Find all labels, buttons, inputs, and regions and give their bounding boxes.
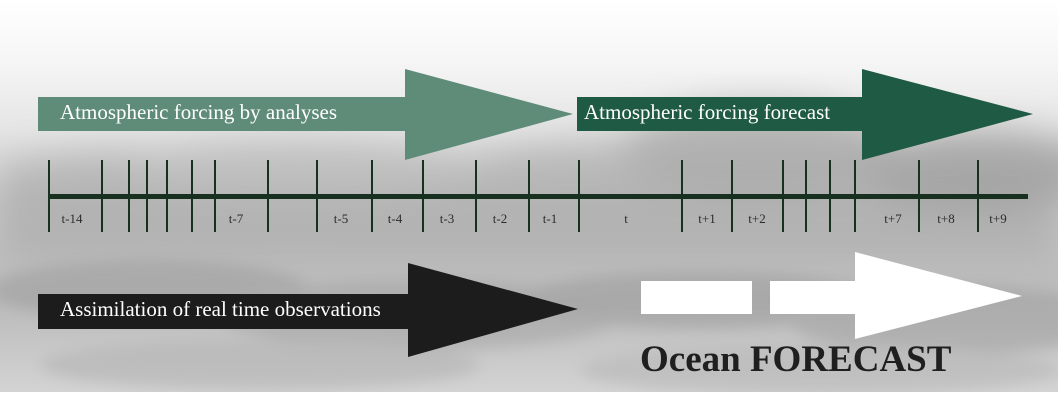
timeline-tick-2: [101, 160, 103, 232]
ocean-forecast-block: [641, 281, 752, 314]
timeline: [48, 160, 1028, 232]
ocean-forecast-arrow: [770, 252, 1022, 339]
forecast-arrow: [577, 69, 1033, 160]
timeline-label-tplus1: t+1: [698, 211, 716, 226]
timeline-tick-21: [918, 160, 920, 232]
timeline-tick-1: [48, 160, 50, 232]
timeline-axis: [48, 194, 1028, 199]
timeline-tick-4: [146, 160, 148, 232]
timeline-tick-14: [578, 160, 580, 232]
forecast-arrow-label: Atmospheric forcing forecast: [584, 100, 831, 124]
timeline-tick-18: [805, 160, 807, 232]
timeline-label-t: t: [624, 211, 628, 226]
timeline-tick-15: [681, 160, 683, 232]
ocean-forecast-title: Ocean FORECAST: [640, 339, 952, 380]
analyses-arrow-label: Atmospheric forcing by analyses: [60, 100, 338, 124]
timeline-label-tplus8: t+8: [937, 211, 955, 226]
timeline-tick-6: [191, 160, 193, 232]
assimilation-arrow-label: Assimilation of real time observations: [60, 297, 381, 321]
timeline-label-tminus1: t-1: [542, 211, 558, 226]
timeline-tick-17: [782, 160, 784, 232]
timeline-label-tminus5: t-5: [333, 211, 349, 226]
timeline-label-tminus4: t-4: [387, 211, 403, 226]
analyses-arrow: [38, 69, 573, 160]
timeline-tick-9: [316, 160, 318, 232]
assimilation-arrow: [38, 263, 578, 357]
timeline-tick-16: [731, 160, 733, 232]
timeline-tick-22: [977, 160, 979, 232]
timeline-label-tminus7: t-7: [228, 211, 244, 226]
timeline-label-tplus7: t+7: [884, 211, 902, 226]
timeline-label-tminus14: t-14: [61, 211, 83, 226]
timeline-label-tplus9: t+9: [989, 211, 1007, 226]
timeline-tick-10: [371, 160, 373, 232]
timeline-tick-13: [528, 160, 530, 232]
timeline-tick-5: [166, 160, 168, 232]
timeline-tick-11: [422, 160, 424, 232]
timeline-tick-7: [214, 160, 216, 232]
timeline-label-tminus2: t-2: [492, 211, 508, 226]
timeline-tick-12: [475, 160, 477, 232]
timeline-tick-20: [854, 160, 856, 232]
timeline-label-tplus2: t+2: [748, 211, 766, 226]
timeline-tick-3: [128, 160, 130, 232]
timeline-tick-8: [267, 160, 269, 232]
timeline-label-tminus3: t-3: [439, 211, 455, 226]
timeline-tick-19: [829, 160, 831, 232]
